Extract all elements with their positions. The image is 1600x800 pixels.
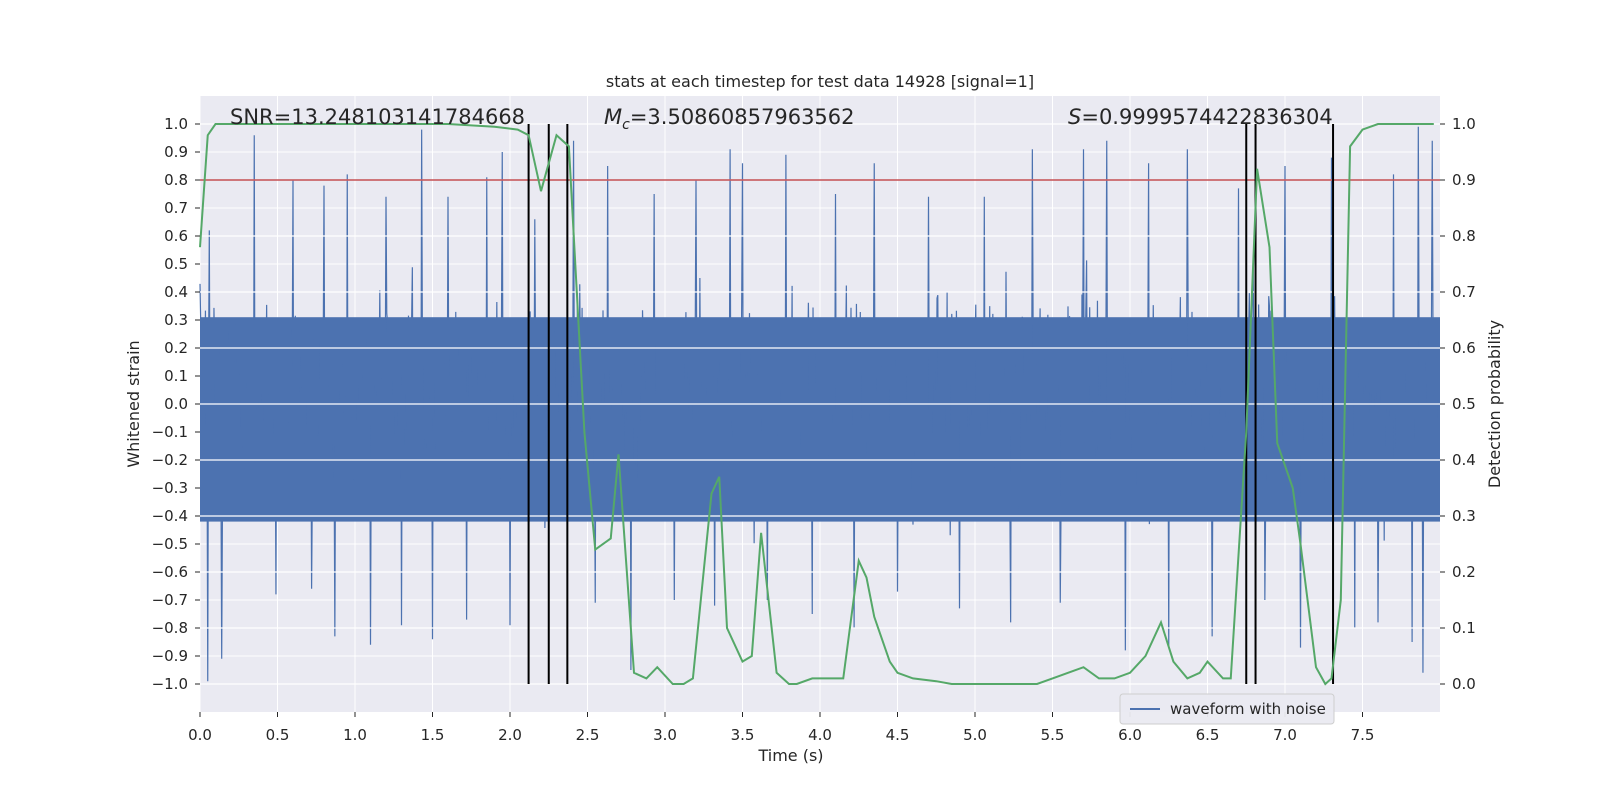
y2-tick-label: 0.4 [1452,451,1476,469]
waveform-line [199,126,1440,682]
legend: waveform with noise [1119,693,1335,725]
y2-tick-label: 0.3 [1452,507,1476,525]
y2-tick-label: 0.5 [1452,395,1476,413]
chart-title: stats at each timestep for test data 149… [606,72,1034,91]
x-tick-label: 4.0 [808,726,832,744]
snr-annotation: SNR=13.248103141784668 [230,105,525,129]
chirp-mass-symbol: M [604,105,622,129]
y-tick-label: 0.9 [164,143,188,161]
y-tick-label: −0.6 [152,563,188,581]
y-tick-label: 0.3 [164,311,188,329]
x-tick-label: 0.5 [266,726,290,744]
score-annotation: S=0.9999574422836304 [1068,105,1333,129]
y-axis-label: Whitened strain [124,340,143,467]
score-symbol: S [1068,105,1081,129]
y-tick-label: −0.4 [152,507,188,525]
y-tick-label: −0.8 [152,619,188,637]
y2-tick-label: 1.0 [1452,115,1476,133]
y2-tick-label: 0.2 [1452,563,1476,581]
y2-tick-label: 0.6 [1452,339,1476,357]
y-ticks: −1.0 −0.9 −0.8 −0.7 −0.6 −0.5 −0.4 −0.3 −0.2 −0.1… [152,115,200,693]
x-tick-label: 2.5 [576,726,600,744]
y2-tick-label: 0.1 [1452,619,1476,637]
x-tick-label: 3.5 [731,726,755,744]
y-tick-label: −0.7 [152,591,188,609]
y-tick-label: −0.2 [152,451,188,469]
y-tick-label: −0.1 [152,423,188,441]
chirp-mass-subscript: c [622,117,630,133]
y-tick-label: 0.1 [164,367,188,385]
y-tick-label: −0.9 [152,647,188,665]
x-tick-label: 2.0 [498,726,522,744]
y-tick-label: 1.0 [164,115,188,133]
x-tick-label: 1.0 [343,726,367,744]
y-tick-label: 0.2 [164,339,188,357]
y-tick-label: −1.0 [152,675,188,693]
x-tick-label: 7.0 [1273,726,1297,744]
y-tick-label: 0.0 [164,395,188,413]
y2-tick-label: 0.8 [1452,227,1476,245]
legend-box [1119,693,1335,725]
y-tick-label: −0.5 [152,535,188,553]
waveform-layer [199,126,1440,682]
x-tick-label: 5.5 [1041,726,1065,744]
x-axis-label: Time (s) [757,746,823,765]
y-tick-label: 0.7 [164,199,188,217]
y2-tick-label: 0.7 [1452,283,1476,301]
probability-layer [199,123,1434,686]
y2-tick-label: 0.0 [1452,675,1476,693]
x-tick-label: 7.5 [1351,726,1375,744]
x-tick-label: 4.5 [886,726,910,744]
x-ticks: 0.0 0.5 1.0 1.5 2.0 2.5 3.0 3.5 4.0 4.5 5.0 5.5 6.0 6… [188,712,1374,744]
y-tick-label: 0.4 [164,283,188,301]
y2-ticks: 0.0 0.1 0.2 0.3 0.4 0.5 0.6 0.7 0.8 0.9 1.0 [1440,115,1476,693]
chirp-mass-value: =3.50860857963562 [630,105,855,129]
x-tick-label: 0.0 [188,726,212,744]
x-tick-label: 5.0 [963,726,987,744]
y2-tick-label: 0.9 [1452,171,1476,189]
x-tick-label: 6.0 [1118,726,1142,744]
x-tick-label: 3.0 [653,726,677,744]
y2-axis-label: Detection probability [1485,320,1504,488]
score-value: =0.9999574422836304 [1081,105,1332,129]
x-tick-label: 1.5 [421,726,445,744]
y-tick-label: 0.8 [164,171,188,189]
y-tick-label: −0.3 [152,479,188,497]
y-tick-label: 0.5 [164,255,188,273]
chirp-mass-annotation: Mc=3.50860857963562 [604,105,855,133]
legend-label: waveform with noise [1170,700,1326,718]
x-tick-label: 6.5 [1196,726,1220,744]
probability-line [199,123,1434,686]
y-tick-label: 0.6 [164,227,188,245]
